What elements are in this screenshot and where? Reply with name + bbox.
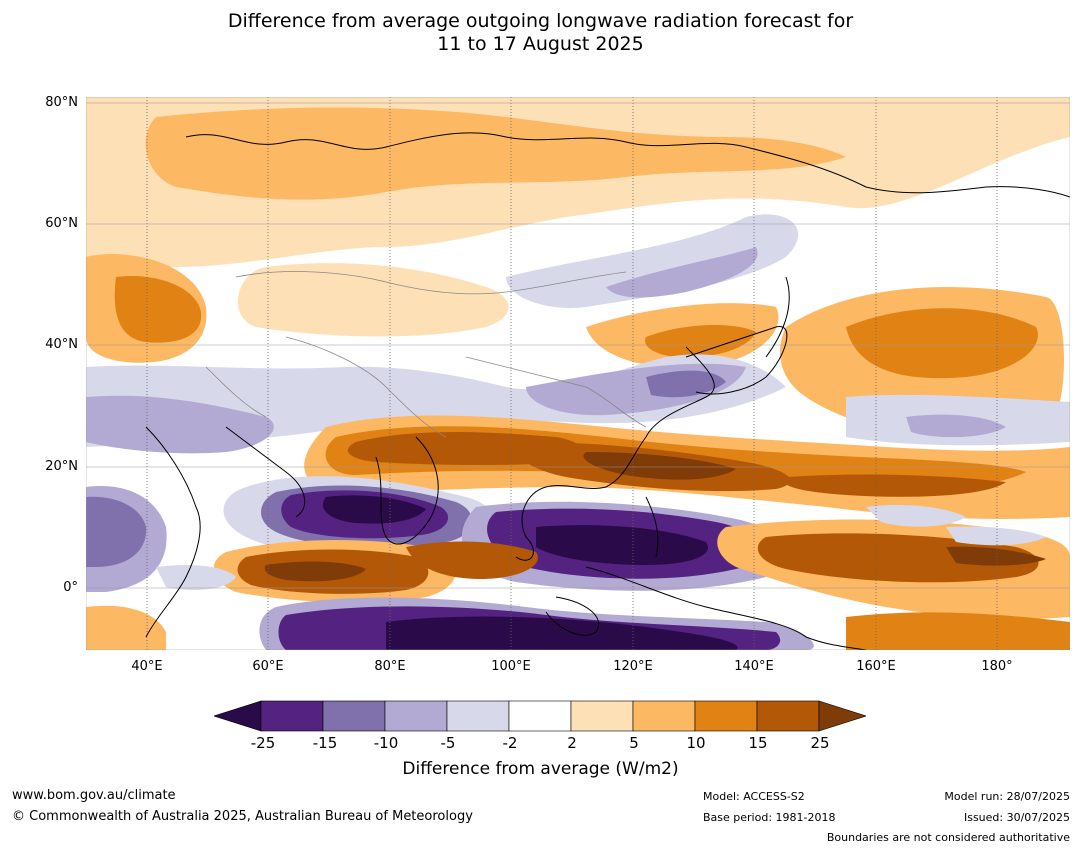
lat-label-40n: 40°N — [45, 337, 78, 352]
lat-label-0: 0° — [63, 580, 78, 595]
legend-tick-label: -25 — [250, 734, 276, 752]
lat-label-20n: 20°N — [45, 459, 78, 474]
lon-label-180: 180° — [981, 659, 1013, 674]
legend-swatch — [260, 700, 324, 732]
legend-swatch — [632, 700, 696, 732]
legend-swatch — [508, 700, 572, 732]
lat-label-80n: 80°N — [45, 95, 78, 110]
legend-extend-high — [818, 700, 866, 732]
legend-tick-label: 10 — [686, 734, 706, 752]
website-link[interactable]: www.bom.gov.au/climate — [12, 788, 176, 803]
legend-tick-label: 25 — [810, 734, 830, 752]
model-run-date: Model run: 28/07/2025 — [944, 790, 1070, 803]
base-period: Base period: 1981-2018 — [703, 811, 836, 824]
latitude-lines — [86, 102, 1070, 589]
legend-tick-label: 2 — [567, 734, 577, 752]
legend-swatch — [694, 700, 758, 732]
map-title-line1: Difference from average outgoing longwav… — [227, 10, 854, 32]
legend-tick-label: 5 — [629, 734, 639, 752]
legend-swatch — [446, 700, 510, 732]
olr-anomaly-map — [86, 97, 1070, 650]
issued-date: Issued: 30/07/2025 — [963, 811, 1070, 824]
lon-label-120e: 120°E — [613, 659, 653, 674]
map-title-line2: 11 to 17 August 2025 — [437, 33, 644, 55]
legend-extend-low — [214, 700, 262, 732]
graticule — [146, 97, 998, 650]
legend-tick-label: -2 — [502, 734, 518, 752]
coastlines — [145, 132, 1070, 650]
legend-tick-label: -10 — [373, 734, 399, 752]
model-name: Model: ACCESS-S2 — [703, 790, 805, 803]
legend-swatch — [570, 700, 634, 732]
boundaries-disclaimer: Boundaries are not considered authoritat… — [826, 831, 1070, 844]
lon-label-80e: 80°E — [374, 659, 406, 674]
country-borders — [205, 271, 647, 438]
legend-swatch — [756, 700, 820, 732]
legend-tick-label: -5 — [440, 734, 456, 752]
anomaly-field — [86, 97, 1070, 650]
legend-tick-label: -15 — [312, 734, 338, 752]
legend-swatch — [384, 700, 448, 732]
legend-colorbar — [214, 700, 866, 732]
legend-swatch — [322, 700, 386, 732]
lat-label-60n: 60°N — [45, 216, 78, 231]
lon-label-100e: 100°E — [491, 659, 531, 674]
lon-label-40e: 40°E — [131, 659, 163, 674]
lon-label-160e: 160°E — [856, 659, 896, 674]
legend-title: Difference from average (W/m2) — [402, 759, 679, 779]
legend-tick-label: 15 — [748, 734, 768, 752]
copyright-text: © Commonwealth of Australia 2025, Austra… — [12, 809, 473, 824]
lon-label-140e: 140°E — [734, 659, 774, 674]
lon-label-60e: 60°E — [252, 659, 284, 674]
